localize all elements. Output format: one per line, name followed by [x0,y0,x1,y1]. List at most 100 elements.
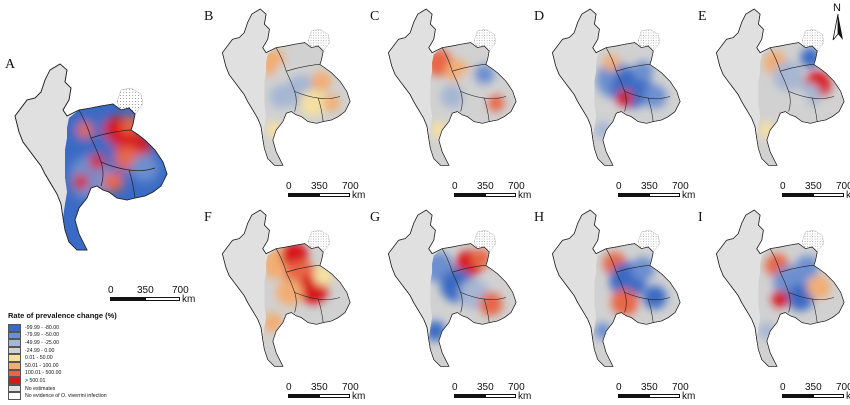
change-hotspot [89,154,105,170]
scale-tick: 0 [452,181,458,192]
scale-tick: 700 [342,181,359,192]
legend-label: No evidence of O. viverrini infection [25,393,107,400]
scale-segment [145,297,180,301]
scale-tick: 0 [780,181,786,192]
legend-swatch [8,354,21,362]
legend-swatch [8,369,21,378]
panel-letter: A [5,57,16,72]
change-hotspot [643,84,667,109]
panel-letter: H [534,210,545,225]
change-hotspot [311,71,332,92]
coastline [388,8,517,166]
change-hotspot [643,285,667,310]
change-hotspot [269,84,293,109]
legend-label: 100.01 - 500.00 [25,370,62,377]
region-map [388,8,517,166]
country-border [605,248,627,313]
estimate-surface [262,42,351,166]
legend-label: -99.99 - -80.00 [25,324,60,331]
change-hotspot [631,257,655,281]
legend-label: 0.01 - 50.00 [25,355,53,362]
panel-letter: F [204,210,212,225]
scale-tick: 700 [836,382,850,393]
region-map [222,8,351,166]
scale-segment [319,193,350,197]
country-border [647,97,654,122]
change-hotspot [470,248,491,269]
legend-label: -79.99 - -50.00 [25,332,60,339]
country-border [441,248,463,313]
estimate-surface [592,243,681,367]
legend-items: -99.99 - -80.00 -79.99 - -50.00 -49.99 - -… [8,324,198,400]
change-hotspot [323,94,340,112]
map-panel-h: H 0 350 700 km [530,205,695,402]
legend-swatch [8,392,21,400]
map-panel-c: C 0 350 700 km [366,4,531,201]
estimate-surface [756,243,845,367]
country-border [616,64,650,72]
change-hotspot [795,255,819,279]
scale-unit: km [682,190,696,201]
change-hotspot [594,322,612,340]
scale-unit: km [182,294,196,305]
scale-tick: 700 [342,382,359,393]
legend-item: -79.99 - -50.00 [8,331,198,340]
change-hotspot [103,172,123,192]
legend-label: -49.99 - -25.00 [25,339,60,346]
panel-letter: C [370,9,380,24]
legend-swatch [8,324,21,332]
region-map [552,8,681,166]
change-hotspot [594,121,612,139]
country-border [811,298,818,323]
change-hotspot [771,290,789,308]
change-hotspot [773,61,804,92]
change-hotspot [786,283,814,311]
change-hotspot [807,275,831,300]
legend-label: -24.99 - 0.00 [25,347,55,354]
scale-tick: 0 [108,285,114,296]
map-panel-d: D 0 350 700 km [530,4,695,201]
scale-tick: 350 [137,285,154,296]
scale-segment [288,193,319,197]
panel-letter: B [204,9,214,24]
coastline [716,8,845,166]
change-hotspot [758,121,776,139]
scale-tick: 0 [780,382,786,393]
scale-unit: km [352,391,366,402]
estimate-surface [428,243,517,367]
country-border [286,265,320,273]
coastline [388,209,517,367]
country-border [286,64,320,72]
country-border [769,47,791,112]
map-panel-g: G 0 350 700 km [366,205,531,402]
estimate-surface [756,42,845,166]
country-border [452,265,486,273]
scale-tick: 700 [836,181,850,192]
change-hotspot [430,121,448,139]
scale-unit: km [352,190,366,201]
legend-swatch [8,331,21,340]
change-hotspot [131,154,159,182]
scale-tick: 0 [616,181,622,192]
change-hotspot [313,265,334,286]
estimate-surface [428,42,517,166]
coastline [14,63,168,251]
country-border [452,64,486,72]
change-hotspot [611,289,639,316]
scale-segment [454,193,485,197]
panel-letter: I [698,210,703,225]
scale-tick: 350 [311,382,328,393]
country-border [90,129,132,139]
change-hotspot [262,312,283,333]
change-hotspot [77,122,93,138]
scale-tick: 700 [672,382,689,393]
scale-segment [319,394,350,398]
country-border [483,97,490,122]
legend-label: 50.01 - 100.00 [25,362,59,369]
